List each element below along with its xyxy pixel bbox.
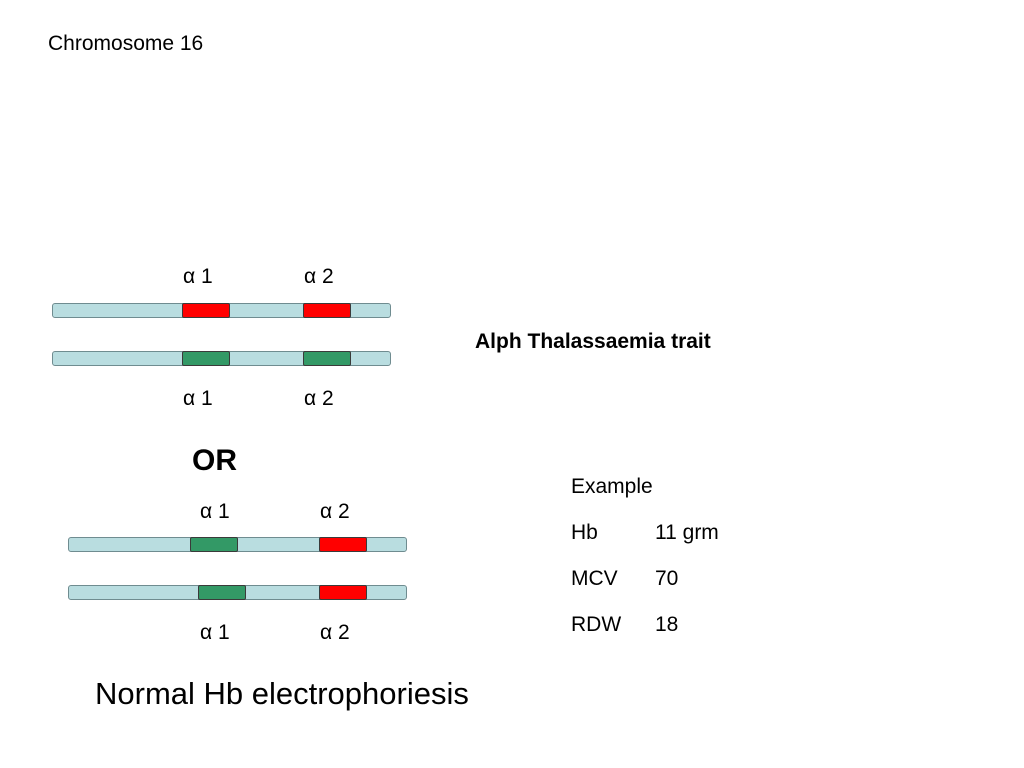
alpha1-label: α 1 xyxy=(200,500,230,523)
example-row-rdw: RDW 18 xyxy=(571,614,678,635)
example-heading: Example xyxy=(571,475,653,498)
example-row-hb: Hb 11 grm xyxy=(571,522,719,543)
example-key: MCV xyxy=(571,567,618,590)
electrophoresis-note: Normal Hb electrophoriesis xyxy=(95,676,469,711)
deleted-gene-block xyxy=(319,585,367,600)
example-value: 11 grm xyxy=(655,521,719,544)
normal-gene-block xyxy=(190,537,238,552)
alpha2-label: α 2 xyxy=(304,265,334,288)
alpha1-label: α 1 xyxy=(200,621,230,644)
chromosome-bar xyxy=(52,351,391,366)
example-row-mcv: MCV 70 xyxy=(571,568,678,589)
alpha2-label: α 2 xyxy=(320,500,350,523)
example-key: Hb xyxy=(571,521,598,544)
deleted-gene-block xyxy=(303,303,351,318)
normal-gene-block xyxy=(198,585,246,600)
example-value: 70 xyxy=(655,567,679,590)
page-title: Chromosome 16 xyxy=(48,32,204,55)
deleted-gene-block xyxy=(182,303,230,318)
normal-gene-block xyxy=(303,351,351,366)
chromosome-bar xyxy=(68,585,407,600)
trait-label: Alph Thalassaemia trait xyxy=(475,330,711,353)
or-label: OR xyxy=(192,444,237,477)
chromosome-bar xyxy=(68,537,407,552)
alpha2-label: α 2 xyxy=(304,387,334,410)
example-value: 18 xyxy=(655,613,679,636)
alpha2-label: α 2 xyxy=(320,621,350,644)
chromosome-bar xyxy=(52,303,391,318)
alpha1-label: α 1 xyxy=(183,265,213,288)
deleted-gene-block xyxy=(319,537,367,552)
normal-gene-block xyxy=(182,351,230,366)
example-key: RDW xyxy=(571,613,622,636)
alpha1-label: α 1 xyxy=(183,387,213,410)
